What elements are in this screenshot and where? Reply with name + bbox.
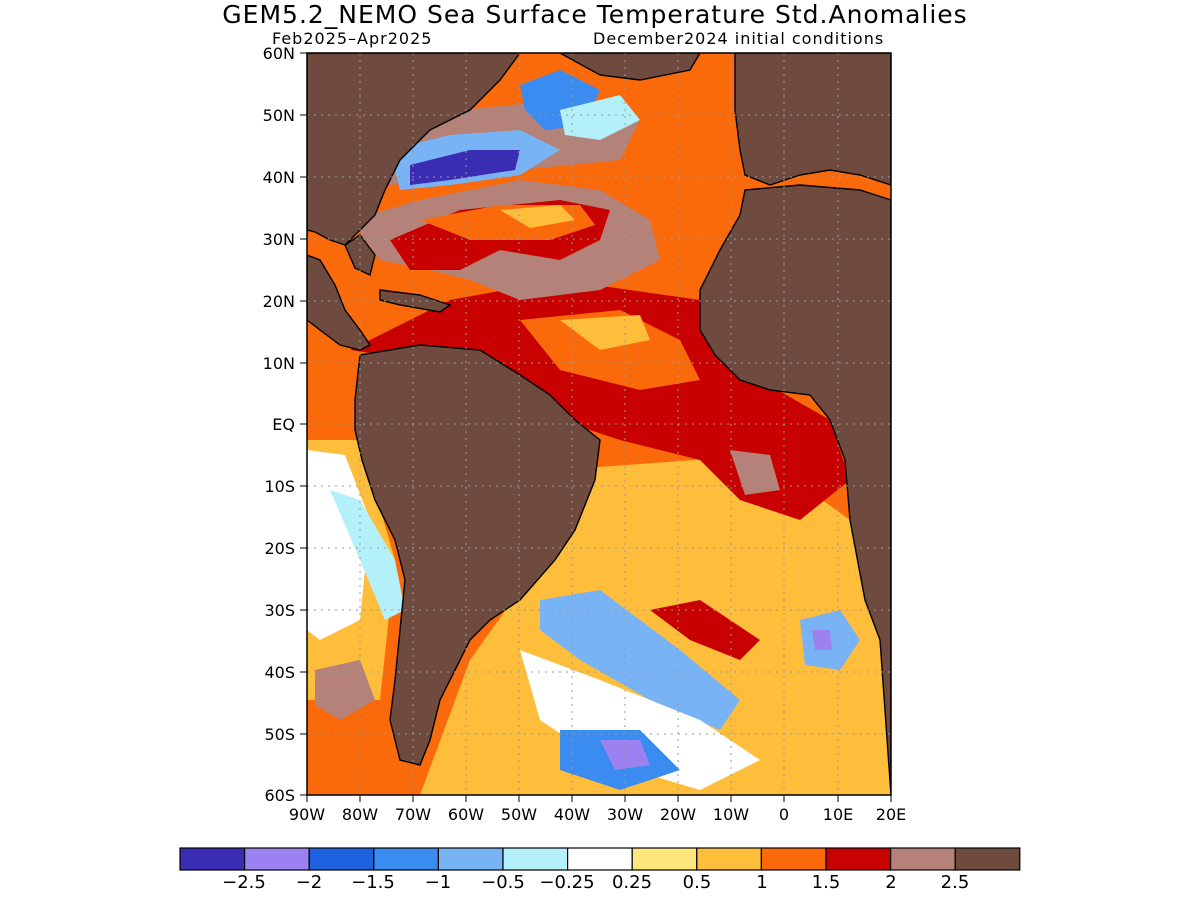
anomaly-north-atlantic-yellow [500, 205, 575, 228]
colorbar-box [760, 847, 827, 871]
initial-conditions: December2024 initial conditions [593, 29, 885, 48]
lon-label: 20W [660, 805, 696, 824]
colorbar-label: −1.5 [351, 872, 395, 893]
lat-label: 30S [264, 601, 295, 620]
europe-land [734, 53, 891, 186]
colorbar-box [631, 847, 698, 871]
lat-label: 40S [264, 663, 295, 682]
colorbar-label: 0.5 [683, 872, 712, 893]
anomaly-south-blue-band [540, 590, 740, 730]
colorbar-box [889, 847, 956, 871]
colorbar-box [825, 847, 892, 871]
lat-label: 20N [263, 292, 295, 311]
south-america-land [354, 344, 601, 766]
colorbar-label: −1 [425, 872, 452, 893]
lat-label: 50S [264, 725, 295, 744]
lon-label: 70W [395, 805, 431, 824]
lon-label: 30W [607, 805, 643, 824]
lat-label: 10S [264, 477, 295, 496]
colorbar: −2.5 −2 −1.5 −1 −0.5 −0.25 0.25 0.5 1 1.… [179, 847, 1021, 893]
lat-label: 60S [264, 786, 295, 805]
colorbar-box [502, 847, 569, 871]
anomaly-tropical-orange [520, 310, 700, 390]
colorbar-box [179, 847, 246, 871]
anomaly-north-cold-light [560, 95, 640, 140]
colorbar-label: −2.5 [222, 872, 266, 893]
forecast-period: Feb2025–Apr2025 [272, 29, 433, 48]
lon-label: 60W [448, 805, 484, 824]
colorbar-box [696, 847, 762, 871]
map-title: GEM5.2_NEMO Sea Surface Temperature Std.… [222, 0, 968, 29]
lat-label: 20S [264, 539, 295, 558]
colorbar-box [437, 847, 504, 871]
grid-lines [307, 53, 891, 795]
lon-label: 80W [342, 805, 378, 824]
colorbar-box [566, 847, 633, 871]
lon-labels: 90W 80W 70W 60W 50W 40W 30W 20W 10W 0 10… [289, 805, 906, 824]
colorbar-label: 1.5 [812, 872, 841, 893]
anomaly-tropical-yellow [560, 315, 650, 350]
lat-labels: 60N 50N 40N 30N 20N 10N EQ 10S 20S 30S 4… [263, 44, 295, 805]
anomaly-east-pacific-white [307, 450, 370, 640]
colorbar-label: 1 [756, 872, 767, 893]
lon-label: 90W [289, 805, 325, 824]
colorbar-label: 2.5 [941, 872, 970, 893]
lat-label: 10N [263, 354, 295, 373]
lat-label: EQ [272, 415, 295, 434]
colorbar-label: −2 [296, 872, 323, 893]
colorbar-label: 2 [885, 872, 896, 893]
africa-land [699, 184, 891, 795]
colorbar-box [244, 847, 310, 871]
colorbar-label: −0.25 [539, 872, 594, 893]
anomaly-benguela-purple [812, 630, 832, 650]
anomaly-labrador-darkblue [410, 150, 520, 185]
colorbar-box [308, 847, 375, 871]
anomaly-south-white-band [520, 650, 760, 790]
lat-label: 30N [263, 230, 295, 249]
colorbar-label: 0.25 [612, 872, 652, 893]
land [307, 53, 891, 795]
colorbar-box [954, 847, 1021, 871]
tick-marks [300, 52, 892, 802]
map-panel [307, 53, 891, 795]
lon-label: 40W [554, 805, 590, 824]
colorbar-boxes [179, 847, 1021, 871]
lon-label: 10W [713, 805, 749, 824]
lon-label: 10E [823, 805, 853, 824]
greenland-land [559, 53, 701, 81]
colorbar-label: −0.5 [481, 872, 525, 893]
florida-land [344, 234, 376, 276]
lat-label: 50N [263, 106, 295, 125]
lat-label: 60N [263, 44, 295, 63]
colorbar-box [373, 847, 439, 871]
lon-label: 50W [501, 805, 537, 824]
central-america-land [307, 254, 372, 351]
lon-label: 0 [779, 805, 789, 824]
lon-label: 20E [876, 805, 906, 824]
colorbar-labels: −2.5 −2 −1.5 −1 −0.5 −0.25 0.25 0.5 1 1.… [222, 872, 969, 893]
lat-label: 40N [263, 168, 295, 187]
anomaly-east-atlantic-brown [730, 450, 780, 495]
anomaly-pacific-blue [330, 490, 405, 620]
north-america-land [307, 53, 521, 246]
caribbean-islands-land [379, 289, 452, 313]
